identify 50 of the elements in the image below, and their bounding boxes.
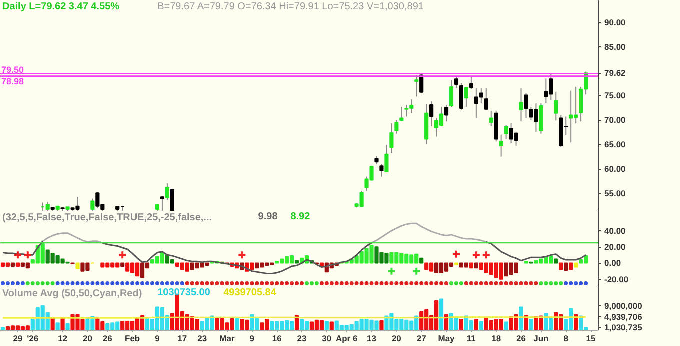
ref-line-label: 79.50 <box>2 64 24 75</box>
chart-subtitle: B=79.67 A=79.79 O=76.34 Hi=79.91 Lo=75.23 V=1,030,891 <box>158 2 424 12</box>
x-tick-label: 29 <box>13 334 23 344</box>
y-tick-label: 75.00 <box>604 90 626 101</box>
y-tick-label: 9,000,000 <box>604 300 643 311</box>
x-tick-label: 26 <box>102 334 113 344</box>
x-tick-label: 23 <box>198 334 208 344</box>
y-tick-label: -20.00 <box>604 274 629 284</box>
annotation: 4939705.84 <box>224 288 277 298</box>
x-tick-label: 20 <box>82 334 93 344</box>
x-tick-label: 17 <box>178 334 188 344</box>
x-tick-label: 26 <box>516 334 526 344</box>
x-tick-label: 8 <box>564 334 569 344</box>
x-tick-label: May <box>438 334 456 344</box>
x-tick-label: 20 <box>392 334 402 344</box>
y-tick-label: 90.00 <box>604 17 626 28</box>
x-tick-label: Feb <box>125 334 140 344</box>
y-tick-label: 79.62 <box>604 68 626 78</box>
annotation: 9.98 <box>258 212 278 222</box>
y-tick-label: 85.00 <box>604 42 626 52</box>
y-tick-label: 1,030,735 <box>604 322 643 333</box>
y-tick-label: 40.00 <box>604 226 626 236</box>
x-tick-label: 30 <box>322 334 332 344</box>
y-tick-label: 20.00 <box>604 242 626 252</box>
y-tick-label: 55.00 <box>604 188 626 198</box>
annotation: 1030735.00 <box>158 288 211 298</box>
y-tick-label: 70.00 <box>604 115 626 126</box>
y-tick-label: 4,939,706 <box>604 312 643 322</box>
y-tick-label: 65.00 <box>604 140 626 150</box>
x-tick-label: 12 <box>58 334 68 344</box>
x-tick-label: Jun <box>534 334 549 344</box>
chart-title: Volume Avg (50,50,Cyan,Red) <box>2 288 142 300</box>
x-tick-label: 15 <box>586 334 596 344</box>
x-tick-label: 27 <box>416 334 427 344</box>
x-tick-label: 9 <box>250 334 255 344</box>
x-tick-label: '26 <box>27 334 39 344</box>
chart-title: (32,5,5,False,True,False,TRUE,25,-25,false,... <box>2 212 212 224</box>
x-tick-label: 16 <box>272 334 282 344</box>
annotation: 8.92 <box>290 212 311 222</box>
x-tick-label: 11 <box>466 334 476 344</box>
chart-title: Daily L=79.62 3.47 4.55% <box>2 2 120 12</box>
x-tick-label: 13 <box>367 334 377 344</box>
x-tick-label: 23 <box>297 334 307 344</box>
ref-line-label: 78.98 <box>2 76 24 86</box>
y-tick-label: 0.00 <box>604 258 622 268</box>
x-tick-label: 9 <box>155 334 160 344</box>
y-tick-label: 60.00 <box>604 164 626 174</box>
x-tick-label: 18 <box>492 334 502 344</box>
x-tick-label: Apr 6 <box>336 334 358 344</box>
x-tick-label: Mar <box>220 334 236 344</box>
